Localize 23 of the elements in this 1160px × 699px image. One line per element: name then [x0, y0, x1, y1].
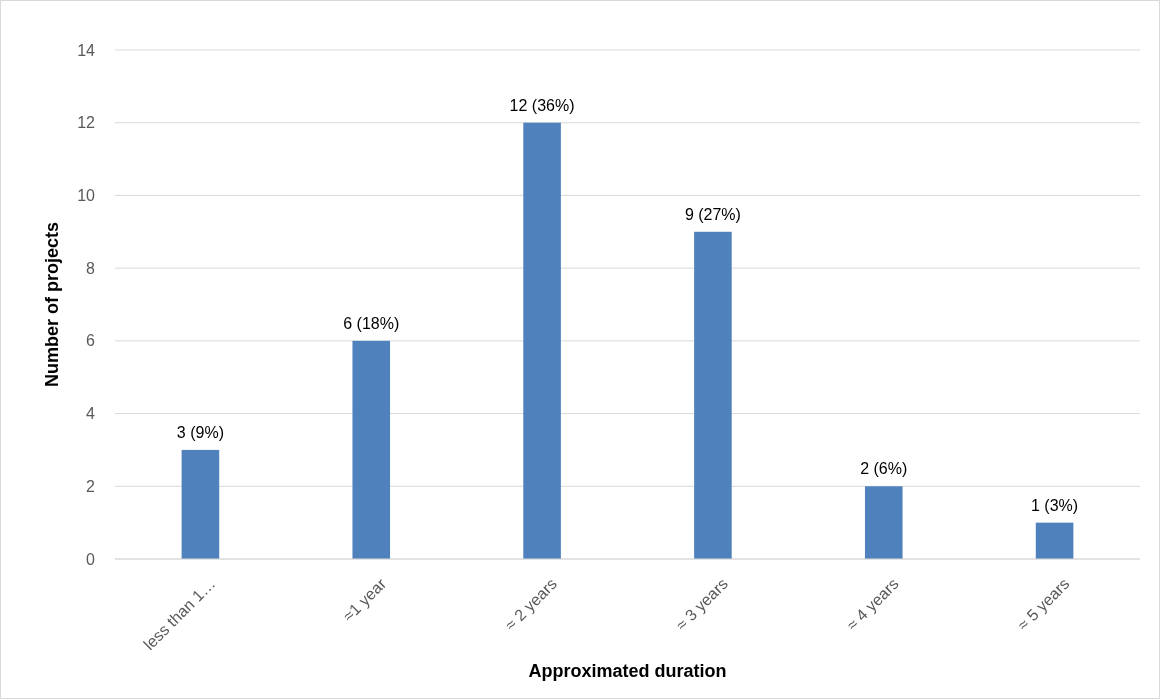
data-label: 9 (27%) — [684, 205, 741, 223]
y-tick-label: 10 — [77, 187, 96, 205]
y-tick-label: 12 — [77, 114, 96, 132]
y-axis-title: Number of projects — [42, 221, 62, 388]
x-axis-title: Approximated duration — [528, 661, 727, 681]
y-tick-label: 6 — [86, 332, 96, 350]
y-tick-label: 2 — [86, 477, 96, 495]
data-label: 3 (9%) — [176, 423, 224, 441]
bar — [694, 231, 732, 559]
y-tick-label: 4 — [86, 405, 96, 423]
data-label: 2 (6%) — [860, 460, 908, 478]
bar — [1035, 522, 1074, 559]
bar — [523, 122, 561, 559]
bar — [352, 340, 391, 559]
bar — [181, 449, 220, 559]
y-tick-label: 14 — [77, 41, 96, 59]
data-label: 1 (3%) — [1031, 496, 1079, 514]
y-tick-label: 8 — [86, 259, 96, 277]
y-tick-label: 0 — [86, 550, 96, 568]
data-label: 6 (18%) — [343, 314, 400, 332]
data-label: 12 (36%) — [509, 96, 575, 114]
x-tick-label: less than 1… — [140, 575, 219, 654]
bar — [864, 486, 903, 559]
